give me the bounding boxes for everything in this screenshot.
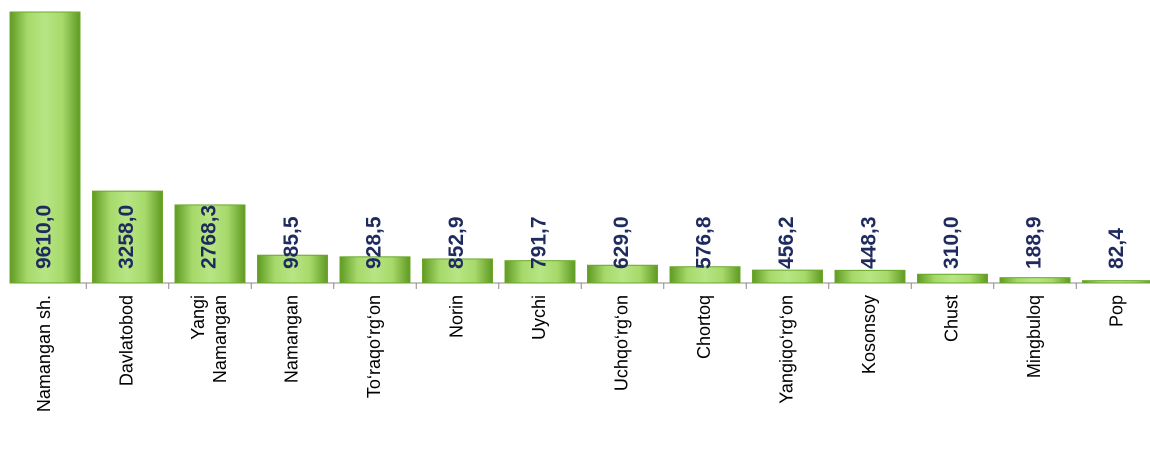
x-tick-label: Chust	[941, 295, 961, 342]
x-tick-label: Mingbuloq	[1024, 295, 1044, 378]
bar	[339, 256, 411, 284]
value-label: 448,3	[858, 216, 881, 269]
bar	[257, 254, 328, 284]
bar	[999, 277, 1071, 284]
bar	[9, 11, 81, 284]
x-tick-label: Namangan	[281, 295, 301, 383]
x-tick-label: Kosonsoy	[859, 295, 879, 374]
value-label: 9610,0	[33, 205, 56, 269]
value-label: 629,0	[610, 216, 633, 269]
x-tick-label: Uychi	[529, 295, 549, 340]
x-tick-label: To‘raqo‘rg‘on	[364, 295, 384, 398]
x-tick-label: Norin	[446, 295, 466, 338]
value-label: 576,8	[693, 216, 716, 269]
bar	[504, 260, 576, 284]
bar	[752, 269, 823, 284]
value-label: 310,0	[940, 216, 963, 269]
value-label: 188,9	[1023, 216, 1046, 269]
value-label: 985,5	[280, 216, 303, 269]
value-label: 852,9	[445, 216, 468, 269]
x-tick-label: Namangan sh.	[34, 295, 54, 412]
value-label: 82,4	[1105, 228, 1128, 269]
value-label: 2768,3	[198, 205, 221, 269]
bar	[587, 264, 658, 284]
bar	[174, 204, 246, 284]
bar	[917, 273, 988, 284]
bar	[834, 269, 906, 284]
x-tick-label: Yangiqo‘rg‘on	[776, 295, 796, 404]
bar	[92, 190, 163, 284]
x-tick-label: Chortoq	[694, 295, 714, 359]
x-tick-label: Yangi Namangan	[188, 295, 230, 383]
bar	[422, 258, 493, 284]
value-label: 791,7	[528, 216, 551, 269]
x-tick-label: Davlatobod	[116, 295, 136, 386]
x-tick-label: Uchqo‘rg‘on	[611, 295, 631, 391]
x-tick-label: Pop	[1106, 295, 1126, 327]
value-label: 3258,0	[115, 205, 138, 269]
value-label: 928,5	[363, 216, 386, 269]
bar	[669, 266, 741, 284]
bar	[1082, 280, 1150, 284]
value-label: 456,2	[775, 216, 798, 269]
